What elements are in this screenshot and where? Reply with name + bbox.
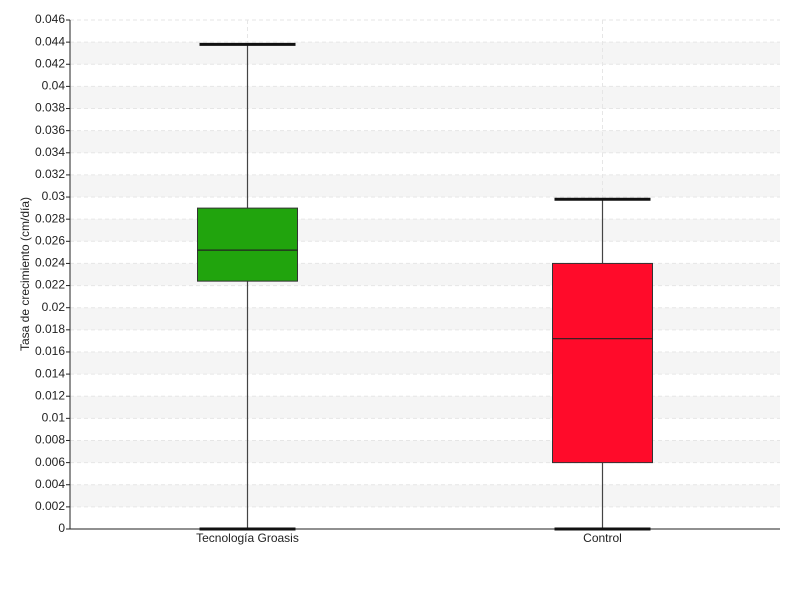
y-axis-label: Tasa de crecimiento (cm/día): [18, 197, 32, 351]
y-tick-label: 0.04: [42, 79, 66, 93]
x-tick-label: Tecnología Groasis: [196, 531, 299, 545]
y-tick-label: 0.046: [35, 12, 65, 26]
grid-band: [70, 86, 780, 109]
y-tick-label: 0.038: [35, 101, 65, 115]
y-tick-label: 0.018: [35, 322, 65, 336]
y-tick-label: 0.002: [35, 499, 65, 513]
y-tick-label: 0.01: [42, 411, 66, 425]
y-tick-label: 0.026: [35, 233, 65, 247]
y-tick-label: 0.028: [35, 211, 65, 225]
y-tick-label: 0.044: [35, 34, 65, 48]
grid-band: [70, 440, 780, 463]
y-tick-label: 0.034: [35, 145, 65, 159]
x-tick-label: Control: [583, 531, 622, 545]
y-tick-label: 0.008: [35, 433, 65, 447]
y-tick-label: 0.004: [35, 477, 65, 491]
grid-band: [70, 396, 780, 419]
y-tick-label: 0.042: [35, 56, 65, 70]
y-tick-label: 0.024: [35, 256, 65, 270]
y-tick-label: 0.012: [35, 388, 65, 402]
y-tick-label: 0: [58, 521, 65, 535]
grid-band: [70, 351, 780, 375]
y-tick-label: 0.02: [42, 300, 66, 314]
y-tick-label: 0.022: [35, 278, 65, 292]
y-tick-label: 0.014: [35, 366, 65, 380]
box: [197, 207, 298, 282]
grid-band: [70, 130, 780, 153]
grid-band: [70, 307, 780, 330]
grid-band: [70, 484, 780, 507]
y-tick-label: 0.016: [35, 344, 65, 358]
y-tick-label: 0.032: [35, 167, 65, 181]
y-tick-label: 0.03: [42, 189, 66, 203]
grid-band: [70, 174, 780, 198]
grid-band: [70, 219, 780, 242]
grid-band: [70, 42, 780, 65]
grid-band: [70, 263, 780, 286]
y-tick-label: 0.036: [35, 123, 65, 137]
box: [552, 262, 653, 464]
y-tick-label: 0.006: [35, 455, 65, 469]
